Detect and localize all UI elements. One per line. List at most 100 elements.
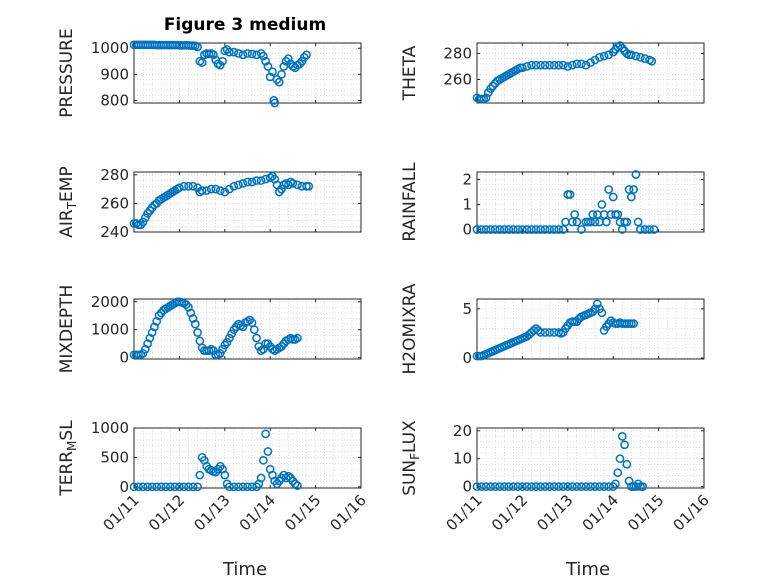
data-point (629, 185, 638, 194)
data-point (613, 210, 623, 219)
data-point (565, 190, 575, 199)
data-point (243, 482, 252, 492)
data-point (175, 183, 184, 193)
y-tick-label: 5 (462, 300, 472, 318)
data-point (477, 482, 486, 491)
subplot-pressure: 800 900 1000 PRESSURE (57, 28, 362, 118)
data-point (481, 225, 491, 234)
subplot-air-temp: 240 260 280 AIRTEMP (57, 166, 362, 241)
data-point (540, 328, 550, 337)
y-tick-label: 0 (119, 349, 129, 367)
data-point (540, 482, 550, 491)
data-point (592, 299, 602, 309)
data-point (129, 482, 139, 492)
data-point (145, 333, 155, 343)
data-point (631, 51, 641, 61)
data-point (499, 482, 509, 491)
data-point (261, 429, 271, 439)
data-point (586, 58, 595, 67)
axes-box (133, 427, 362, 489)
x-axis-label-right: Time (565, 559, 610, 580)
data-point (545, 328, 554, 337)
data-point (588, 210, 598, 219)
data-point (563, 482, 573, 491)
data-point (481, 482, 491, 491)
data-point (284, 471, 293, 481)
data-point (202, 186, 211, 195)
data-point (218, 56, 227, 66)
data-point (486, 84, 495, 94)
data-point (518, 63, 527, 73)
data-point (229, 181, 239, 191)
data-point (215, 349, 225, 358)
y-tick-label: 280 (100, 166, 129, 184)
data-point (527, 225, 536, 234)
data-point (293, 481, 302, 490)
data-point (558, 482, 568, 491)
data-point (234, 180, 243, 190)
data-point (604, 50, 614, 60)
y-tick-label: 2 (462, 171, 472, 189)
data-point (647, 56, 657, 66)
data-point (508, 482, 518, 491)
axes-box (476, 171, 705, 233)
data-point (143, 482, 152, 492)
data-point (224, 482, 234, 492)
data-point (193, 42, 202, 52)
data-point (188, 181, 198, 191)
y-tick-label: 1000 (91, 321, 129, 339)
data-point (229, 482, 239, 492)
data-point (161, 482, 171, 492)
data-point (277, 184, 286, 194)
data-point (563, 62, 573, 71)
data-point (518, 225, 527, 234)
data-point (522, 225, 532, 234)
data-point (238, 50, 248, 60)
data-point (572, 59, 582, 69)
data-point (504, 482, 514, 491)
data-point (247, 177, 257, 187)
data-point (197, 58, 207, 67)
data-point (581, 482, 591, 491)
y-tick-label: 2000 (91, 293, 129, 311)
data-point (238, 179, 248, 188)
data-point (224, 333, 234, 343)
data-point (193, 482, 202, 492)
data-point (263, 447, 273, 456)
y-tick-label: 20 (453, 422, 472, 440)
y-axis-label: PRESSURE (57, 28, 77, 117)
data-series (129, 429, 302, 492)
data-point (270, 98, 280, 108)
data-point (617, 432, 627, 441)
data-point (558, 60, 568, 70)
data-point (615, 454, 625, 464)
data-point (567, 482, 577, 491)
data-point (608, 47, 618, 57)
data-point (620, 440, 629, 450)
data-point (295, 59, 305, 69)
data-point (256, 176, 266, 185)
data-point (540, 225, 550, 234)
y-tick-label: 10 (453, 450, 472, 468)
data-point (572, 482, 582, 491)
data-point (581, 60, 591, 70)
data-point (604, 185, 614, 194)
data-point (586, 482, 595, 491)
data-point (508, 225, 518, 234)
data-point (495, 225, 505, 234)
data-point (570, 210, 579, 219)
data-point (567, 60, 577, 70)
y-axis-label: THETA (400, 45, 420, 101)
data-point (486, 482, 495, 491)
data-point (599, 482, 609, 491)
data-point (597, 200, 607, 209)
subplot-mixdepth: 0 1000 2000 MIXDEPTH (57, 285, 362, 373)
data-point (631, 170, 641, 179)
data-point (152, 316, 162, 326)
data-point (206, 184, 216, 194)
y-axis-label: H2OMIXRA (400, 283, 420, 374)
data-point (488, 81, 498, 91)
axes-box (476, 298, 705, 360)
data-point (572, 217, 582, 227)
data-point (259, 456, 268, 465)
